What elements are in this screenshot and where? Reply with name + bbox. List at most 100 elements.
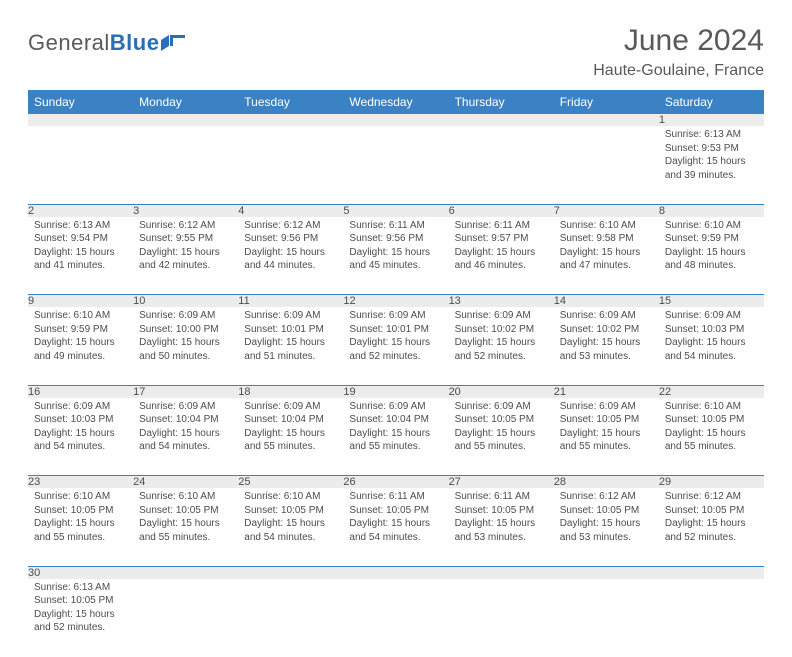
day-cell: Sunrise: 6:10 AMSunset: 9:59 PMDaylight:… — [659, 217, 764, 295]
sunrise-text: Sunrise: 6:09 AM — [560, 309, 653, 323]
day-number: 18 — [238, 385, 343, 398]
daylight-text: Daylight: 15 hours and 55 minutes. — [139, 517, 232, 544]
sunrise-text: Sunrise: 6:11 AM — [349, 490, 442, 504]
weekday-header: Tuesday — [238, 90, 343, 114]
daylight-text: Daylight: 15 hours and 46 minutes. — [455, 246, 548, 273]
sunrise-text: Sunrise: 6:13 AM — [34, 219, 127, 233]
sunset-text: Sunset: 10:04 PM — [244, 413, 337, 427]
sunset-text: Sunset: 10:05 PM — [349, 504, 442, 518]
sunset-text: Sunset: 9:56 PM — [244, 232, 337, 246]
sunrise-text: Sunrise: 6:10 AM — [34, 309, 127, 323]
day-cell: Sunrise: 6:12 AMSunset: 9:55 PMDaylight:… — [133, 217, 238, 295]
day-cell: Sunrise: 6:09 AMSunset: 10:04 PMDaylight… — [343, 398, 448, 476]
daylight-text: Daylight: 15 hours and 49 minutes. — [34, 336, 127, 363]
sunset-text: Sunset: 10:01 PM — [244, 323, 337, 337]
sunset-text: Sunset: 10:05 PM — [34, 594, 127, 608]
weekday-header: Thursday — [449, 90, 554, 114]
sunrise-text: Sunrise: 6:11 AM — [455, 490, 548, 504]
day-number — [238, 566, 343, 579]
day-number: 21 — [554, 385, 659, 398]
day-cell-content: Sunrise: 6:13 AMSunset: 9:54 PMDaylight:… — [28, 217, 133, 279]
day-cell — [343, 126, 448, 204]
day-number: 29 — [659, 476, 764, 489]
day-number — [554, 566, 659, 579]
day-cell-content: Sunrise: 6:09 AMSunset: 10:01 PMDaylight… — [238, 307, 343, 369]
day-cell: Sunrise: 6:09 AMSunset: 10:05 PMDaylight… — [449, 398, 554, 476]
daylight-text: Daylight: 15 hours and 41 minutes. — [34, 246, 127, 273]
day-number — [449, 566, 554, 579]
day-number-row: 9101112131415 — [28, 295, 764, 308]
day-cell: Sunrise: 6:12 AMSunset: 10:05 PMDaylight… — [554, 488, 659, 566]
day-cell: Sunrise: 6:12 AMSunset: 9:56 PMDaylight:… — [238, 217, 343, 295]
weekday-header: Wednesday — [343, 90, 448, 114]
day-cell-content: Sunrise: 6:09 AMSunset: 10:04 PMDaylight… — [133, 398, 238, 460]
day-cell — [554, 126, 659, 204]
day-number: 28 — [554, 476, 659, 489]
day-cell-content: Sunrise: 6:13 AMSunset: 9:53 PMDaylight:… — [659, 126, 764, 188]
day-number: 2 — [28, 204, 133, 217]
day-cell-content: Sunrise: 6:09 AMSunset: 10:04 PMDaylight… — [238, 398, 343, 460]
sunrise-text: Sunrise: 6:09 AM — [139, 400, 232, 414]
sunset-text: Sunset: 10:03 PM — [665, 323, 758, 337]
day-cell: Sunrise: 6:09 AMSunset: 10:03 PMDaylight… — [659, 307, 764, 385]
day-cell-content: Sunrise: 6:10 AMSunset: 10:05 PMDaylight… — [133, 488, 238, 550]
day-cell-content: Sunrise: 6:12 AMSunset: 9:56 PMDaylight:… — [238, 217, 343, 279]
sunrise-text: Sunrise: 6:09 AM — [455, 309, 548, 323]
day-number — [554, 114, 659, 126]
daylight-text: Daylight: 15 hours and 44 minutes. — [244, 246, 337, 273]
day-cell-content: Sunrise: 6:09 AMSunset: 10:01 PMDaylight… — [343, 307, 448, 369]
week-row: Sunrise: 6:13 AMSunset: 9:53 PMDaylight:… — [28, 126, 764, 204]
sunrise-text: Sunrise: 6:09 AM — [349, 309, 442, 323]
sunset-text: Sunset: 9:59 PM — [665, 232, 758, 246]
day-number: 9 — [28, 295, 133, 308]
day-number: 24 — [133, 476, 238, 489]
sunrise-text: Sunrise: 6:09 AM — [139, 309, 232, 323]
day-cell-content: Sunrise: 6:09 AMSunset: 10:03 PMDaylight… — [28, 398, 133, 460]
day-cell — [133, 126, 238, 204]
sunset-text: Sunset: 10:05 PM — [34, 504, 127, 518]
day-number — [343, 114, 448, 126]
sunrise-text: Sunrise: 6:10 AM — [665, 400, 758, 414]
day-cell — [449, 126, 554, 204]
sunrise-text: Sunrise: 6:12 AM — [560, 490, 653, 504]
sunset-text: Sunset: 10:04 PM — [139, 413, 232, 427]
sunset-text: Sunset: 9:53 PM — [665, 142, 758, 156]
day-number: 23 — [28, 476, 133, 489]
sunrise-text: Sunrise: 6:09 AM — [349, 400, 442, 414]
day-number — [238, 114, 343, 126]
sunrise-text: Sunrise: 6:12 AM — [139, 219, 232, 233]
sunset-text: Sunset: 10:04 PM — [349, 413, 442, 427]
day-number-row: 30 — [28, 566, 764, 579]
weekday-header: Sunday — [28, 90, 133, 114]
day-cell — [133, 579, 238, 657]
sunset-text: Sunset: 10:01 PM — [349, 323, 442, 337]
day-cell: Sunrise: 6:09 AMSunset: 10:03 PMDaylight… — [28, 398, 133, 476]
day-cell: Sunrise: 6:10 AMSunset: 10:05 PMDaylight… — [28, 488, 133, 566]
month-title: June 2024 — [593, 24, 764, 58]
day-number: 19 — [343, 385, 448, 398]
daylight-text: Daylight: 15 hours and 47 minutes. — [560, 246, 653, 273]
day-number: 20 — [449, 385, 554, 398]
day-cell-content: Sunrise: 6:12 AMSunset: 9:55 PMDaylight:… — [133, 217, 238, 279]
day-cell: Sunrise: 6:11 AMSunset: 10:05 PMDaylight… — [343, 488, 448, 566]
sunrise-text: Sunrise: 6:10 AM — [560, 219, 653, 233]
day-cell-content: Sunrise: 6:09 AMSunset: 10:04 PMDaylight… — [343, 398, 448, 460]
day-number: 5 — [343, 204, 448, 217]
day-cell-content: Sunrise: 6:09 AMSunset: 10:02 PMDaylight… — [554, 307, 659, 369]
day-number: 26 — [343, 476, 448, 489]
day-cell: Sunrise: 6:09 AMSunset: 10:05 PMDaylight… — [554, 398, 659, 476]
day-number: 27 — [449, 476, 554, 489]
day-number — [449, 114, 554, 126]
day-cell — [28, 126, 133, 204]
sunset-text: Sunset: 9:56 PM — [349, 232, 442, 246]
day-cell — [238, 126, 343, 204]
title-block: June 2024 Haute-Goulaine, France — [593, 24, 764, 80]
day-number: 30 — [28, 566, 133, 579]
sunset-text: Sunset: 10:05 PM — [665, 413, 758, 427]
day-cell-content: Sunrise: 6:11 AMSunset: 10:05 PMDaylight… — [343, 488, 448, 550]
logo-part2: Blue — [110, 30, 160, 55]
weekday-header-row: Sunday Monday Tuesday Wednesday Thursday… — [28, 90, 764, 114]
sunset-text: Sunset: 10:05 PM — [455, 504, 548, 518]
day-cell: Sunrise: 6:09 AMSunset: 10:01 PMDaylight… — [238, 307, 343, 385]
logo: GeneralBlue — [28, 30, 187, 56]
